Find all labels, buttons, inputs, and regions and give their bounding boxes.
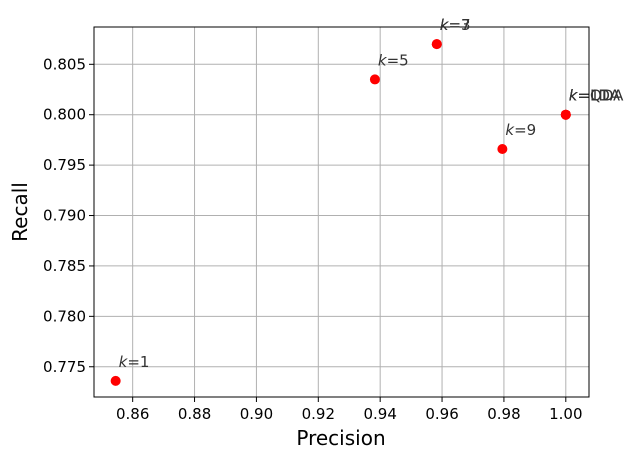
point-label: k=11 xyxy=(569,87,609,105)
y-tick-label: 0.805 xyxy=(43,55,86,73)
x-axis-label: Precision xyxy=(296,426,385,450)
x-tick-label: 0.92 xyxy=(302,405,335,423)
x-tick-label: 0.88 xyxy=(178,405,211,423)
point-label: k=1 xyxy=(119,353,150,371)
plot-area-frame xyxy=(93,26,590,398)
data-point xyxy=(560,109,571,120)
data-point xyxy=(110,375,121,386)
x-tick-label: 0.94 xyxy=(363,405,396,423)
y-tick-label: 0.785 xyxy=(43,257,86,275)
point-label: k=3 xyxy=(440,16,471,34)
y-tick-label: 0.780 xyxy=(43,307,86,325)
x-tick-label: 0.98 xyxy=(487,405,520,423)
x-tick-label: 1.00 xyxy=(549,405,582,423)
grid xyxy=(94,27,589,397)
y-tick-label: 0.800 xyxy=(43,106,86,124)
data-points xyxy=(110,39,571,386)
x-axis-ticks: 0.86 0.88 0.90 0.92 0.94 0.96 0.98 1.00 xyxy=(116,397,583,423)
point-label: k=LDA xyxy=(569,87,621,105)
x-tick-label: 0.96 xyxy=(425,405,458,423)
y-tick-label: 0.790 xyxy=(43,207,86,225)
y-axis-label: Recall xyxy=(8,182,32,242)
y-tick-label: 0.775 xyxy=(43,358,86,376)
point-label: k=9 xyxy=(505,121,536,139)
x-tick-label: 0.86 xyxy=(116,405,149,423)
data-point xyxy=(369,74,380,85)
x-tick-label: 0.90 xyxy=(240,405,273,423)
point-label: k=7 xyxy=(440,16,471,34)
data-point xyxy=(497,143,508,154)
point-label: k=5 xyxy=(378,51,409,69)
y-axis-ticks: 0.775 0.780 0.785 0.790 0.795 0.800 0.805 xyxy=(43,55,94,376)
y-tick-label: 0.795 xyxy=(43,156,86,174)
point-label: k=QDA xyxy=(569,87,624,105)
data-point xyxy=(431,39,442,50)
